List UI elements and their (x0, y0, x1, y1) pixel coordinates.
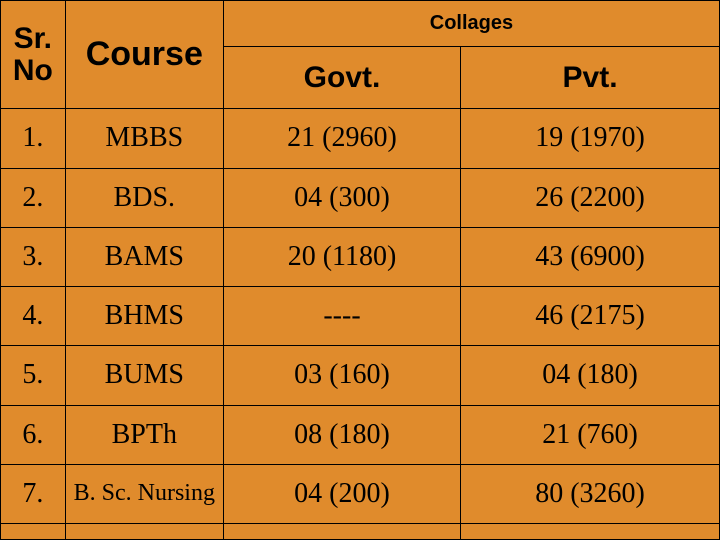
table-row: 5. BUMS 03 (160) 04 (180) (1, 346, 720, 405)
cell-govt: 04 (300) (223, 168, 460, 227)
cell-pvt: 19 (1970) (461, 109, 720, 168)
table-row: 2. BDS. 04 (300) 26 (2200) (1, 168, 720, 227)
cell-pvt: 43 (6900) (461, 227, 720, 286)
cell-govt: 08 (180) (223, 405, 460, 464)
cell-govt: 04 (200) (223, 464, 460, 523)
cell-srno: 3. (1, 227, 66, 286)
header-row-1: Sr. No Course Collages (1, 1, 720, 47)
cell-course: B. Sc. Nursing (65, 464, 223, 523)
cell-pvt: 46 (2175) (461, 287, 720, 346)
cell-course: BDS. (65, 168, 223, 227)
cell-course: MBBS (65, 109, 223, 168)
cell-course: BHMS (65, 287, 223, 346)
header-govt: Govt. (223, 47, 460, 109)
table-row-empty (1, 524, 720, 540)
header-course: Course (65, 1, 223, 109)
header-pvt: Pvt. (461, 47, 720, 109)
courses-table: Sr. No Course Collages Govt. Pvt. 1. MBB… (0, 0, 720, 540)
cell-course: BAMS (65, 227, 223, 286)
cell-srno: 5. (1, 346, 66, 405)
cell-govt: 20 (1180) (223, 227, 460, 286)
cell-empty (1, 524, 66, 540)
cell-pvt: 04 (180) (461, 346, 720, 405)
cell-pvt: 26 (2200) (461, 168, 720, 227)
header-collages: Collages (223, 1, 719, 47)
table-row: 4. BHMS ---- 46 (2175) (1, 287, 720, 346)
cell-empty (223, 524, 460, 540)
cell-empty (65, 524, 223, 540)
cell-course: BUMS (65, 346, 223, 405)
table-row: 6. BPTh 08 (180) 21 (760) (1, 405, 720, 464)
cell-pvt: 80 (3260) (461, 464, 720, 523)
cell-srno: 4. (1, 287, 66, 346)
cell-srno: 6. (1, 405, 66, 464)
cell-pvt: 21 (760) (461, 405, 720, 464)
cell-srno: 2. (1, 168, 66, 227)
cell-srno: 1. (1, 109, 66, 168)
cell-govt: 21 (2960) (223, 109, 460, 168)
table-row: 7. B. Sc. Nursing 04 (200) 80 (3260) (1, 464, 720, 523)
cell-govt: ---- (223, 287, 460, 346)
header-srno: Sr. No (1, 1, 66, 109)
table-row: 3. BAMS 20 (1180) 43 (6900) (1, 227, 720, 286)
table-row: 1. MBBS 21 (2960) 19 (1970) (1, 109, 720, 168)
cell-srno: 7. (1, 464, 66, 523)
cell-course: BPTh (65, 405, 223, 464)
cell-govt: 03 (160) (223, 346, 460, 405)
cell-empty (461, 524, 720, 540)
